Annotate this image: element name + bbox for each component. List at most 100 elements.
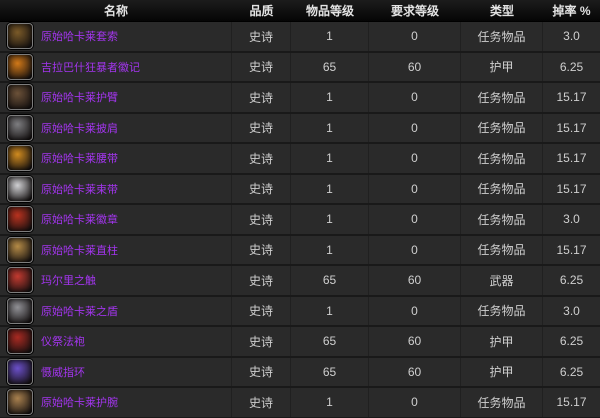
item-level-cell: 1: [291, 174, 369, 203]
req-level-cell: 0: [369, 205, 461, 234]
item-name-cell: 原始哈卡莱护臂: [0, 83, 232, 112]
quality-cell: 史诗: [232, 174, 291, 203]
item-name-link[interactable]: 原始哈卡莱护腕: [41, 397, 118, 410]
table-row: 原始哈卡莱护臂 史诗 1 0 任务物品 15.17: [0, 83, 600, 114]
type-cell: 任务物品: [461, 22, 543, 51]
quality-cell: 史诗: [232, 22, 291, 51]
quality-cell: 史诗: [232, 113, 291, 142]
column-header-type[interactable]: 类型: [489, 4, 514, 18]
quality-cell: 史诗: [232, 327, 291, 356]
item-name-link[interactable]: 原始哈卡莱之盾: [41, 305, 118, 318]
red-tabard-icon[interactable]: [7, 206, 33, 233]
req-level-cell: 60: [369, 357, 461, 386]
item-level-cell: 1: [291, 235, 369, 264]
req-level-cell: 0: [369, 83, 461, 112]
type-cell: 任务物品: [461, 83, 543, 112]
req-level-cell: 0: [369, 22, 461, 51]
table-row: 原始哈卡莱束带 史诗 1 0 任务物品 15.17: [0, 174, 600, 205]
skull-sash-icon[interactable]: [7, 175, 33, 202]
claw-armsplint-icon[interactable]: [7, 84, 33, 111]
drop-rate-cell: 6.25: [559, 273, 584, 288]
item-name-cell: 原始哈卡莱披肩: [0, 113, 232, 142]
item-name-cell: 原始哈卡莱套索: [0, 22, 232, 51]
grey-aegis-icon[interactable]: [7, 297, 33, 324]
quality-cell: 史诗: [232, 296, 291, 325]
column-header-drop_rate[interactable]: 掉率 %: [552, 4, 591, 18]
table-header-row: 名称 品质 物品等级 要求等级 类型 掉率 %: [0, 0, 600, 22]
drop-rate-cell: 6.25: [559, 59, 584, 74]
type-cell: 任务物品: [461, 235, 543, 264]
type-cell: 任务物品: [461, 113, 543, 142]
item-name-link[interactable]: 仪祭法袍: [41, 336, 85, 349]
table-row: 仪祭法袍 史诗 65 60 护甲 6.25: [0, 327, 600, 358]
req-level-cell: 0: [369, 388, 461, 417]
type-cell: 任务物品: [461, 205, 543, 234]
item-level-cell: 1: [291, 388, 369, 417]
column-header-name[interactable]: 名称: [103, 4, 128, 18]
quality-cell: 史诗: [232, 357, 291, 386]
item-name-link[interactable]: 原始哈卡莱束带: [41, 183, 118, 196]
bronze-stanchion-icon[interactable]: [7, 236, 33, 263]
req-level-cell: 0: [369, 144, 461, 173]
item-name-cell: 原始哈卡莱徽章: [0, 205, 232, 234]
drop-rate-cell: 6.25: [559, 364, 584, 379]
shawl-shoulder-icon[interactable]: [7, 114, 33, 141]
drop-rate-cell: 3.0: [563, 303, 580, 318]
item-name-link[interactable]: 玛尔里之触: [41, 275, 96, 288]
type-cell: 任务物品: [461, 144, 543, 173]
drop-rate-cell: 6.25: [559, 334, 584, 349]
item-name-cell: 原始哈卡莱直柱: [0, 235, 232, 264]
item-level-cell: 65: [291, 266, 369, 295]
drop-rate-cell: 15.17: [556, 242, 587, 257]
drop-rate-cell: 15.17: [556, 395, 587, 410]
drop-rate-cell: 3.0: [563, 29, 580, 44]
item-name-cell: 仪祭法袍: [0, 327, 232, 356]
item-name-cell: 慑威指环: [0, 357, 232, 386]
item-name-link[interactable]: 原始哈卡莱披肩: [41, 122, 118, 135]
red-robe-icon[interactable]: [7, 328, 33, 355]
type-cell: 任务物品: [461, 296, 543, 325]
bronze-bracer-icon[interactable]: [7, 389, 33, 416]
item-name-cell: 原始哈卡莱束带: [0, 174, 232, 203]
purple-ring-icon[interactable]: [7, 358, 33, 385]
item-name-cell: 玛尔里之触: [0, 266, 232, 295]
type-cell: 护甲: [461, 357, 543, 386]
column-header-quality[interactable]: 品质: [249, 4, 274, 18]
req-level-cell: 60: [369, 52, 461, 81]
table-row: 原始哈卡莱披肩 史诗 1 0 任务物品 15.17: [0, 113, 600, 144]
item-name-link[interactable]: 吉拉巴什狂暴者徽记: [41, 61, 140, 74]
table-row: 原始哈卡莱徽章 史诗 1 0 任务物品 3.0: [0, 205, 600, 236]
item-name-link[interactable]: 原始哈卡莱直柱: [41, 244, 118, 257]
item-name-link[interactable]: 慑威指环: [41, 366, 85, 379]
req-level-cell: 0: [369, 113, 461, 142]
item-name-cell: 原始哈卡莱腰带: [0, 144, 232, 173]
column-header-req_level[interactable]: 要求等级: [390, 4, 439, 18]
type-cell: 任务物品: [461, 174, 543, 203]
gold-belt-icon[interactable]: [7, 145, 33, 172]
req-level-cell: 0: [369, 296, 461, 325]
column-header-item_level[interactable]: 物品等级: [305, 4, 354, 18]
table-row: 慑威指环 史诗 65 60 护甲 6.25: [0, 357, 600, 388]
item-name-cell: 原始哈卡莱护腕: [0, 388, 232, 417]
quality-cell: 史诗: [232, 235, 291, 264]
item-name-link[interactable]: 原始哈卡莱徽章: [41, 214, 118, 227]
quality-cell: 史诗: [232, 388, 291, 417]
lasso-coil-icon[interactable]: [7, 23, 33, 50]
drop-rate-cell: 15.17: [556, 181, 587, 196]
item-level-cell: 65: [291, 52, 369, 81]
quality-cell: 史诗: [232, 266, 291, 295]
req-level-cell: 60: [369, 266, 461, 295]
item-name-link[interactable]: 原始哈卡莱套索: [41, 31, 118, 44]
item-level-cell: 1: [291, 144, 369, 173]
type-cell: 护甲: [461, 52, 543, 81]
table-row: 玛尔里之触 史诗 65 60 武器 6.25: [0, 266, 600, 297]
type-cell: 武器: [461, 266, 543, 295]
item-name-link[interactable]: 原始哈卡莱护臂: [41, 92, 118, 105]
item-level-cell: 1: [291, 296, 369, 325]
item-level-cell: 65: [291, 357, 369, 386]
item-level-cell: 1: [291, 83, 369, 112]
item-name-link[interactable]: 原始哈卡莱腰带: [41, 153, 118, 166]
red-hand-wand-icon[interactable]: [7, 267, 33, 294]
ring-gem-icon[interactable]: [7, 53, 33, 80]
drop-rate-cell: 3.0: [563, 212, 580, 227]
